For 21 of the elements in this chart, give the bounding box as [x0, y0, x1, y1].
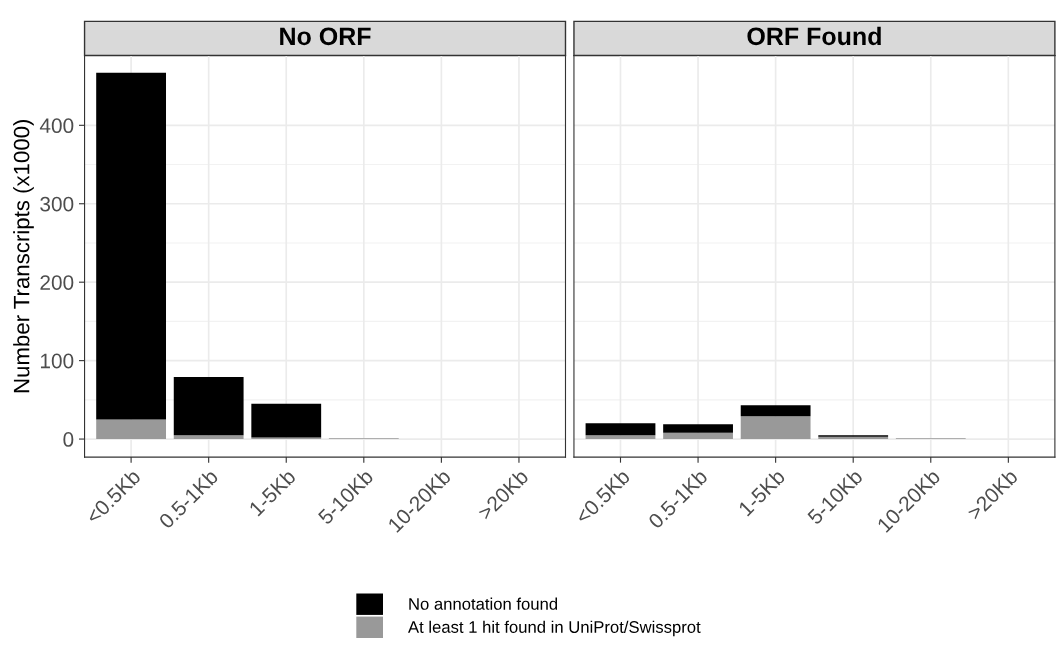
bar: [740, 416, 811, 440]
y-tick-label: 200: [40, 275, 74, 290]
bar: [585, 435, 656, 440]
y-tick-label: 400: [39, 118, 74, 134]
bar: [663, 424, 733, 433]
bar: [740, 405, 811, 417]
y-tick-label: 300: [40, 196, 74, 212]
y-tick-label: 100: [40, 353, 74, 369]
bar: [663, 432, 733, 440]
legend-label: No annotation found: [409, 597, 558, 610]
bar: [96, 72, 167, 420]
y-axis-title: Number Transcripts (x1000): [13, 119, 34, 393]
bar: [251, 403, 322, 438]
y-tick-label: 0: [63, 432, 74, 447]
bar: [96, 419, 167, 440]
chart-title: No ORF: [280, 27, 371, 46]
legend-label: At least 1 hit found in UniProt/Swissprot: [408, 620, 701, 637]
bar: [585, 423, 656, 436]
chart-title: ORF Found: [747, 26, 881, 46]
bar: [173, 377, 244, 436]
bar: [173, 435, 244, 440]
